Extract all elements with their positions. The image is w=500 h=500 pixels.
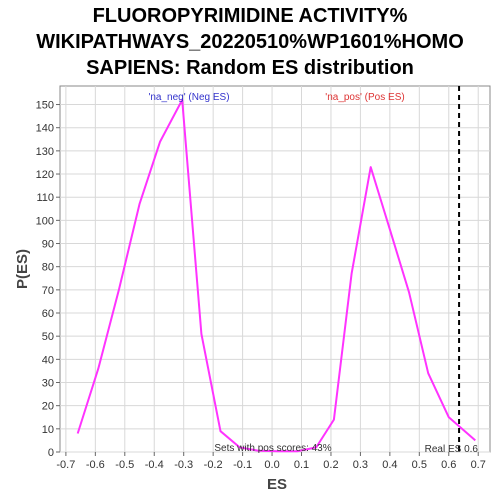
sets-pos-scores-label: Sets with pos scores: 43%: [214, 443, 331, 454]
real-es-label: Real ES 0.6: [425, 444, 479, 455]
x-tick-label: -0.5: [115, 459, 134, 471]
x-tick-label: -0.2: [204, 459, 223, 471]
random-es-line: [76, 98, 476, 453]
x-tick-label: 0.1: [294, 459, 309, 471]
x-axis-title: ES: [267, 476, 287, 493]
x-tick-label: 0.0: [264, 459, 279, 471]
x-tick-label: 0.2: [323, 459, 338, 471]
y-tick-label: 70: [42, 285, 54, 297]
annotations: 'na_neg' (Neg ES) 'na_pos' (Pos ES) Sets…: [148, 92, 478, 455]
pos-es-label: 'na_pos' (Pos ES): [325, 92, 404, 103]
y-tick-label: 40: [42, 354, 54, 366]
neg-es-label: 'na_neg' (Neg ES): [148, 92, 229, 103]
y-tick-label: 0: [48, 447, 54, 459]
x-tick-label: 0.3: [353, 459, 368, 471]
chart-title: FLUOROPYRIMIDINE ACTIVITY% WIKIPATHWAYS_…: [36, 5, 464, 79]
title-line-3: SAPIENS: Random ES distribution: [86, 57, 414, 79]
x-tick-label: -0.1: [233, 459, 252, 471]
x-tick-label: -0.4: [145, 459, 164, 471]
y-tick-label: 100: [36, 215, 54, 227]
y-tick-label: 140: [36, 123, 54, 135]
series-group: [76, 86, 476, 453]
y-tick-label: 10: [42, 424, 54, 436]
x-tick-label: -0.7: [56, 459, 75, 471]
axes: 0 10 20 30 40 50 60 70 80 90 100 110 120 130 140 150 -0.…: [36, 100, 486, 471]
x-tick-label: 0.7: [471, 459, 486, 471]
x-tick-label: -0.6: [86, 459, 105, 471]
x-tick-label: 0.5: [412, 459, 427, 471]
y-tick-label: 50: [42, 331, 54, 343]
x-tick-label: 0.6: [441, 459, 456, 471]
y-tick-label: 60: [42, 308, 54, 320]
y-tick-label: 150: [36, 100, 54, 112]
plot-area: [59, 85, 491, 453]
y-tick-label: 80: [42, 262, 54, 274]
y-axis-title: P(ES): [14, 249, 31, 289]
x-tick-label: 0.4: [382, 459, 397, 471]
y-tick-label: 30: [42, 378, 54, 390]
x-tick-label: -0.3: [174, 459, 193, 471]
title-line-1: FLUOROPYRIMIDINE ACTIVITY%: [93, 5, 408, 27]
y-tick-label: 130: [36, 146, 54, 158]
y-tick-label: 20: [42, 401, 54, 413]
y-tick-label: 110: [36, 192, 54, 204]
y-tick-label: 90: [42, 239, 54, 251]
y-tick-label: 120: [36, 169, 54, 181]
title-line-2: WIKIPATHWAYS_20220510%WP1601%HOMO: [36, 31, 464, 53]
